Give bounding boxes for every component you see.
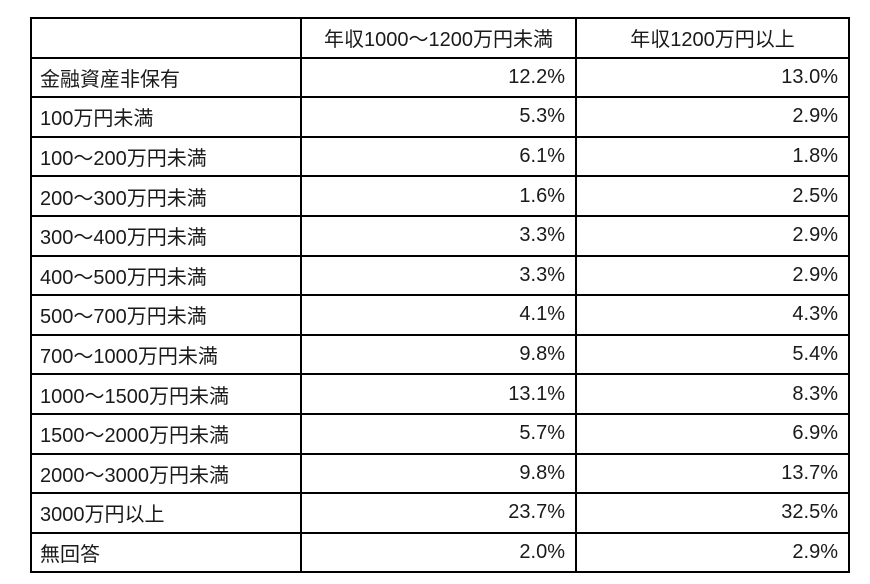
financial-assets-by-income-table: 年収1000〜1200万円未満 年収1200万円以上 金融資産非保有 12.2%… xyxy=(30,17,850,574)
row-label: 400〜500万円未満 xyxy=(30,254,302,297)
table-row: 1500〜2000万円未満 5.7% 6.9% xyxy=(30,412,850,455)
value-cell: 6.9% xyxy=(575,412,850,455)
table-row: 1000〜1500万円未満 13.1% 8.3% xyxy=(30,373,850,415)
value-cell: 9.8% xyxy=(300,452,577,495)
table-row: 300〜400万円未満 3.3% 2.9% xyxy=(30,214,850,257)
column-header-income-1000-1200: 年収1000〜1200万円未満 xyxy=(300,17,577,59)
table-row: 400〜500万円未満 3.3% 2.9% xyxy=(30,254,850,297)
row-label: 100〜200万円未満 xyxy=(30,135,302,178)
table-row: 200〜300万円未満 1.6% 2.5% xyxy=(30,175,850,217)
row-label: 3000万円以上 xyxy=(30,492,302,534)
table-row: 700〜1000万円未満 9.8% 5.4% xyxy=(30,333,850,376)
value-cell: 13.0% xyxy=(575,56,850,99)
value-cell: 4.3% xyxy=(575,294,850,336)
value-cell: 8.3% xyxy=(575,373,850,415)
value-cell: 3.3% xyxy=(300,214,577,257)
value-cell: 1.6% xyxy=(300,175,577,217)
row-label: 200〜300万円未満 xyxy=(30,175,302,217)
value-cell: 5.4% xyxy=(575,333,850,376)
row-label: 700〜1000万円未満 xyxy=(30,333,302,376)
value-cell: 5.7% xyxy=(300,412,577,455)
value-cell: 2.5% xyxy=(575,175,850,217)
value-cell: 2.9% xyxy=(575,254,850,297)
value-cell: 5.3% xyxy=(300,96,577,138)
column-header-blank xyxy=(30,17,302,59)
row-label: 300〜400万円未満 xyxy=(30,214,302,257)
table-row: 3000万円以上 23.7% 32.5% xyxy=(30,492,850,534)
row-label: 1500〜2000万円未満 xyxy=(30,412,302,455)
value-cell: 2.9% xyxy=(575,531,850,574)
value-cell: 3.3% xyxy=(300,254,577,297)
row-label: 500〜700万円未満 xyxy=(30,294,302,336)
row-label: 無回答 xyxy=(30,531,302,574)
column-header-income-1200-plus: 年収1200万円以上 xyxy=(575,17,850,59)
table-row: 無回答 2.0% 2.9% xyxy=(30,531,850,574)
row-label: 金融資産非保有 xyxy=(30,56,302,99)
value-cell: 32.5% xyxy=(575,492,850,534)
row-label: 1000〜1500万円未満 xyxy=(30,373,302,415)
value-cell: 4.1% xyxy=(300,294,577,336)
table-row: 100万円未満 5.3% 2.9% xyxy=(30,96,850,138)
value-cell: 2.9% xyxy=(575,96,850,138)
value-cell: 6.1% xyxy=(300,135,577,178)
value-cell: 23.7% xyxy=(300,492,577,534)
value-cell: 13.1% xyxy=(300,373,577,415)
table-row: 金融資産非保有 12.2% 13.0% xyxy=(30,56,850,99)
value-cell: 12.2% xyxy=(300,56,577,99)
row-label: 100万円未満 xyxy=(30,96,302,138)
header-row: 年収1000〜1200万円未満 年収1200万円以上 xyxy=(30,17,850,59)
table-row: 100〜200万円未満 6.1% 1.8% xyxy=(30,135,850,178)
value-cell: 1.8% xyxy=(575,135,850,178)
value-cell: 13.7% xyxy=(575,452,850,495)
table-row: 2000〜3000万円未満 9.8% 13.7% xyxy=(30,452,850,495)
value-cell: 2.9% xyxy=(575,214,850,257)
row-label: 2000〜3000万円未満 xyxy=(30,452,302,495)
value-cell: 9.8% xyxy=(300,333,577,376)
table-row: 500〜700万円未満 4.1% 4.3% xyxy=(30,294,850,336)
value-cell: 2.0% xyxy=(300,531,577,574)
